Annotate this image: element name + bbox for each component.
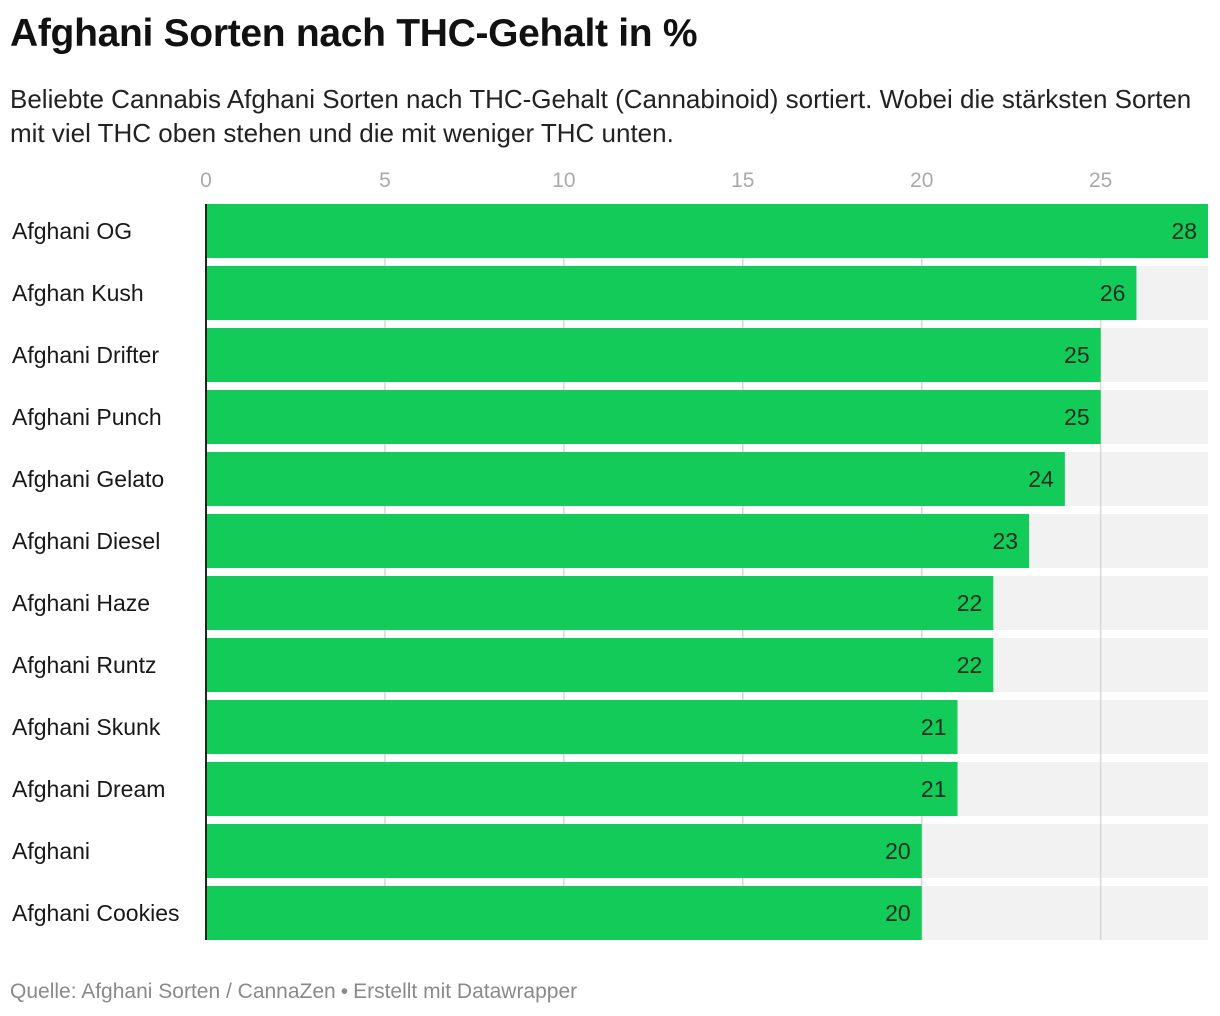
bar: [206, 452, 1065, 506]
category-label: Afghan Kush: [12, 280, 144, 306]
source-note: Quelle: Afghani Sorten / CannaZen: [10, 980, 336, 1003]
category-label: Afghani Drifter: [12, 342, 159, 368]
footer-separator: •: [340, 980, 349, 1003]
category-label: Afghani Diesel: [12, 528, 160, 554]
category-label: Afghani Punch: [12, 404, 162, 430]
bar: [206, 514, 1030, 568]
category-label: Afghani: [12, 838, 90, 864]
category-label: Afghani Dream: [12, 776, 165, 802]
credit-note: Erstellt mit Datawrapper: [353, 980, 578, 1003]
x-tick-label: 5: [379, 169, 391, 192]
x-tick-label: 20: [910, 169, 933, 192]
value-label: 24: [1028, 466, 1054, 492]
value-label: 21: [921, 776, 947, 802]
category-label: Afghani Haze: [12, 590, 150, 616]
bar: [206, 204, 1208, 258]
bar: [206, 576, 994, 630]
category-label: Afghani Cookies: [12, 900, 180, 926]
x-tick-label: 25: [1089, 169, 1112, 192]
category-label: Afghani Runtz: [12, 652, 156, 678]
value-label: 20: [885, 838, 911, 864]
category-label: Afghani Skunk: [12, 714, 161, 740]
x-tick-label: 15: [731, 169, 754, 192]
value-label: 22: [957, 590, 983, 616]
bar: [206, 328, 1101, 382]
category-label: Afghani OG: [12, 218, 132, 244]
bar: [206, 700, 958, 754]
chart-title: Afghani Sorten nach THC-Gehalt in %: [10, 12, 698, 55]
x-tick-label: 0: [200, 169, 212, 192]
bar: [206, 824, 922, 878]
category-label: Afghani Gelato: [12, 466, 164, 492]
bar: [206, 762, 958, 816]
value-label: 20: [885, 900, 911, 926]
value-label: 22: [957, 652, 983, 678]
value-label: 23: [992, 528, 1018, 554]
footer: Quelle: Afghani Sorten / CannaZen • Erstel…: [10, 980, 577, 1004]
value-label: 26: [1100, 280, 1126, 306]
bar: [206, 266, 1137, 320]
bar: [206, 638, 994, 692]
chart-subtitle: Beliebte Cannabis Afghani Sorten nach TH…: [10, 84, 1192, 148]
value-label: 21: [921, 714, 947, 740]
bar: [206, 886, 922, 940]
value-label: 28: [1171, 218, 1197, 244]
value-label: 25: [1064, 404, 1090, 430]
value-label: 25: [1064, 342, 1090, 368]
x-tick-label: 10: [552, 169, 575, 192]
bar-chart: 0 5 10 15 20 25 Afghani OG 28 Afghan Kush 26 Afgha…: [12, 169, 1208, 940]
bar: [206, 390, 1101, 444]
